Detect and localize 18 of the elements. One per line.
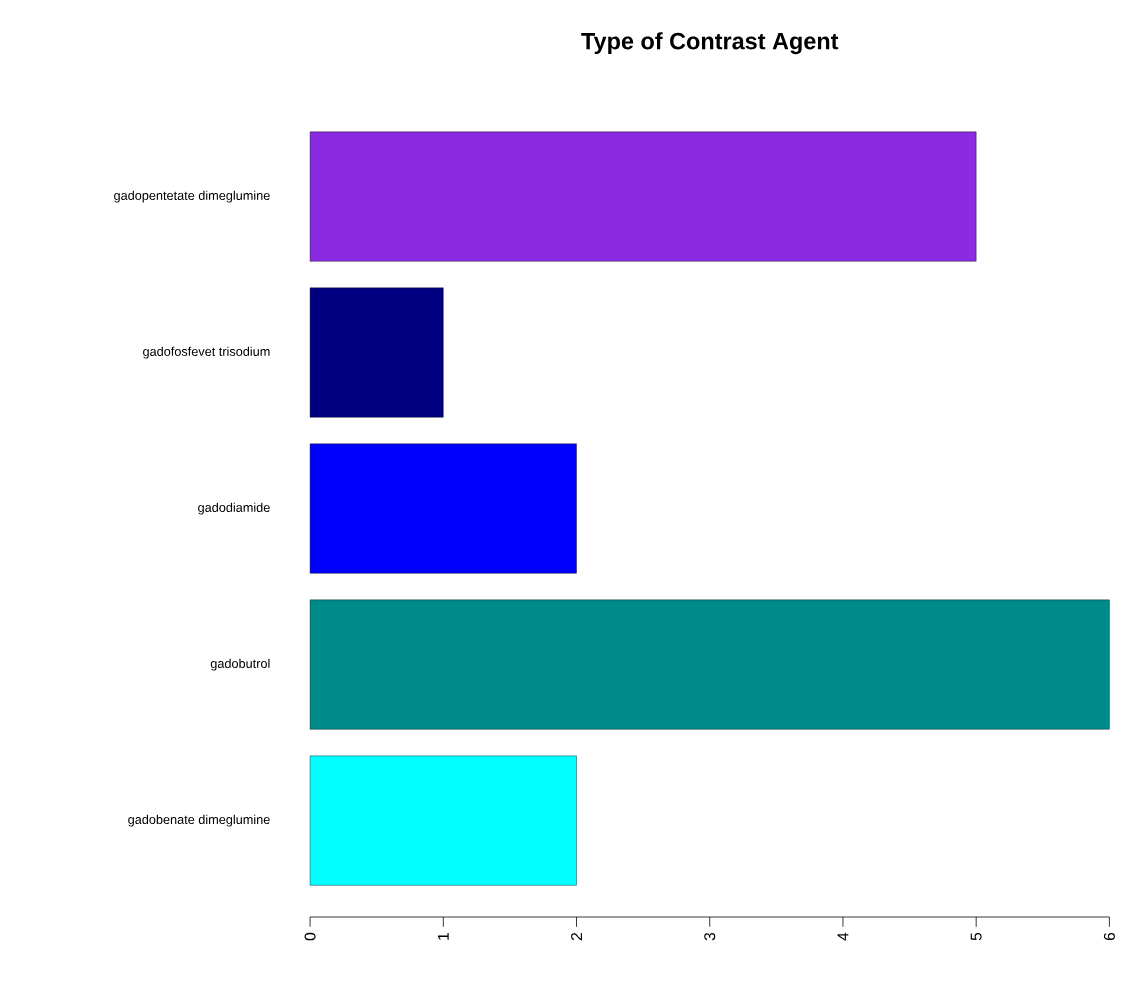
x-tick-label: 2 [571,933,582,941]
y-tick-label: gadobutrol [210,658,270,671]
bar [309,443,577,574]
bar [309,287,444,418]
x-tick-label: 6 [1103,933,1115,941]
y-tick-label: gadopentetate dimeglumine [114,190,270,203]
x-tick-label: 3 [704,933,716,941]
bar [309,755,577,886]
bar [309,599,1110,730]
chart-title: Type of Contrast Agent [581,32,839,55]
y-tick-label: gadofosfevet trisodium [143,346,270,359]
x-tick-label: 0 [304,933,316,941]
y-tick-label: gadodiamide [198,502,270,515]
x-tick-label: 5 [970,933,982,941]
bar [309,131,977,262]
x-tick-label: 4 [837,932,849,941]
x-tick-label: 1 [437,933,449,940]
y-tick-label: gadobenate dimeglumine [128,814,270,827]
